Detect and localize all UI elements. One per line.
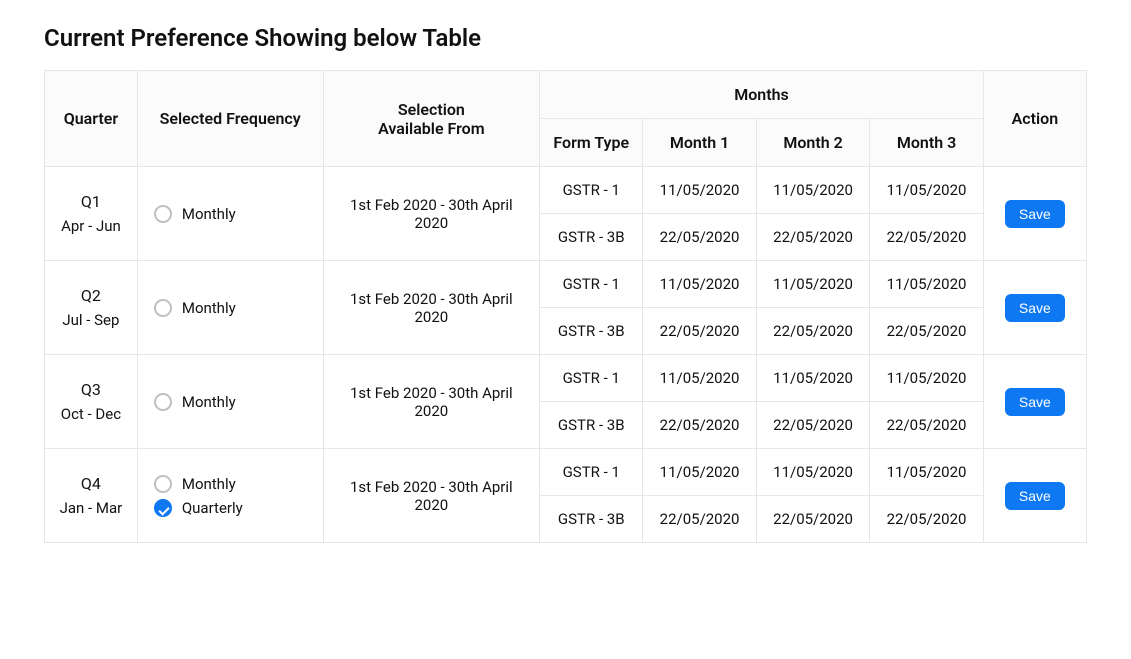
table-row: Q2Jul - SepMonthly1st Feb 2020 - 30th Ap… — [45, 261, 1087, 308]
month-1-cell: 22/05/2020 — [643, 308, 756, 355]
month-1-cell: 11/05/2020 — [643, 449, 756, 496]
selection-cell: 1st Feb 2020 - 30th April 2020 — [323, 261, 540, 355]
month-3-cell: 11/05/2020 — [870, 449, 983, 496]
month-3-cell: 22/05/2020 — [870, 496, 983, 543]
selection-cell: 1st Feb 2020 - 30th April 2020 — [323, 355, 540, 449]
header-selection-available-from: Selection Available From — [323, 71, 540, 167]
selection-cell: 1st Feb 2020 - 30th April 2020 — [323, 449, 540, 543]
month-2-cell: 22/05/2020 — [756, 496, 869, 543]
month-3-cell: 22/05/2020 — [870, 214, 983, 261]
frequency-radio[interactable] — [154, 499, 172, 517]
preference-table: Quarter Selected Frequency Selection Ava… — [44, 70, 1087, 543]
month-3-cell: 22/05/2020 — [870, 308, 983, 355]
form-type-cell: GSTR - 1 — [540, 167, 643, 214]
month-2-cell: 11/05/2020 — [756, 449, 869, 496]
month-3-cell: 11/05/2020 — [870, 167, 983, 214]
frequency-radio[interactable] — [154, 393, 172, 411]
quarter-code: Q2 — [57, 286, 125, 305]
quarter-range: Oct - Dec — [57, 405, 125, 423]
header-selection-line1: Selection — [336, 100, 528, 119]
quarter-code: Q4 — [57, 474, 125, 493]
table-row: Q4Jan - MarMonthlyQuarterly1st Feb 2020 … — [45, 449, 1087, 496]
action-cell: Save — [983, 167, 1086, 261]
save-button[interactable]: Save — [1005, 200, 1065, 228]
header-month-2: Month 2 — [756, 119, 869, 167]
form-type-cell: GSTR - 3B — [540, 308, 643, 355]
header-quarter: Quarter — [45, 71, 138, 167]
header-action: Action — [983, 71, 1086, 167]
save-button[interactable]: Save — [1005, 294, 1065, 322]
form-type-cell: GSTR - 3B — [540, 402, 643, 449]
month-1-cell: 22/05/2020 — [643, 214, 756, 261]
table-row: Q1Apr - JunMonthly1st Feb 2020 - 30th Ap… — [45, 167, 1087, 214]
header-selected-frequency: Selected Frequency — [137, 71, 323, 167]
month-2-cell: 22/05/2020 — [756, 308, 869, 355]
quarter-cell: Q3 Oct - Dec — [45, 355, 138, 449]
quarter-code: Q3 — [57, 380, 125, 399]
month-1-cell: 11/05/2020 — [643, 261, 756, 308]
quarter-range: Jul - Sep — [57, 311, 125, 329]
month-2-cell: 11/05/2020 — [756, 167, 869, 214]
action-cell: Save — [983, 261, 1086, 355]
month-2-cell: 22/05/2020 — [756, 214, 869, 261]
month-3-cell: 11/05/2020 — [870, 261, 983, 308]
form-type-cell: GSTR - 1 — [540, 261, 643, 308]
page-title: Current Preference Showing below Table — [44, 24, 1087, 52]
month-1-cell: 22/05/2020 — [643, 402, 756, 449]
frequency-label: Monthly — [182, 299, 236, 317]
frequency-label: Monthly — [182, 393, 236, 411]
month-1-cell: 11/05/2020 — [643, 355, 756, 402]
frequency-cell: Monthly — [137, 355, 323, 449]
month-2-cell: 11/05/2020 — [756, 261, 869, 308]
frequency-cell: Monthly Quarterly — [137, 449, 323, 543]
frequency-cell: Monthly — [137, 167, 323, 261]
quarter-range: Jan - Mar — [57, 499, 125, 517]
month-3-cell: 22/05/2020 — [870, 402, 983, 449]
frequency-radio[interactable] — [154, 205, 172, 223]
frequency-label: Monthly — [182, 205, 236, 223]
month-3-cell: 11/05/2020 — [870, 355, 983, 402]
quarter-code: Q1 — [57, 192, 125, 211]
frequency-radio[interactable] — [154, 299, 172, 317]
header-months: Months — [540, 71, 984, 119]
header-selection-line2: Available From — [336, 119, 528, 138]
form-type-cell: GSTR - 1 — [540, 449, 643, 496]
form-type-cell: GSTR - 1 — [540, 355, 643, 402]
save-button[interactable]: Save — [1005, 388, 1065, 416]
form-type-cell: GSTR - 3B — [540, 496, 643, 543]
header-form-type: Form Type — [540, 119, 643, 167]
quarter-cell: Q4 Jan - Mar — [45, 449, 138, 543]
month-1-cell: 22/05/2020 — [643, 496, 756, 543]
action-cell: Save — [983, 449, 1086, 543]
table-row: Q3Oct - DecMonthly1st Feb 2020 - 30th Ap… — [45, 355, 1087, 402]
month-2-cell: 11/05/2020 — [756, 355, 869, 402]
frequency-label: Quarterly — [182, 499, 243, 517]
quarter-range: Apr - Jun — [57, 217, 125, 235]
header-month-3: Month 3 — [870, 119, 983, 167]
month-2-cell: 22/05/2020 — [756, 402, 869, 449]
form-type-cell: GSTR - 3B — [540, 214, 643, 261]
selection-cell: 1st Feb 2020 - 30th April 2020 — [323, 167, 540, 261]
quarter-cell: Q2 Jul - Sep — [45, 261, 138, 355]
save-button[interactable]: Save — [1005, 482, 1065, 510]
month-1-cell: 11/05/2020 — [643, 167, 756, 214]
action-cell: Save — [983, 355, 1086, 449]
header-month-1: Month 1 — [643, 119, 756, 167]
frequency-cell: Monthly — [137, 261, 323, 355]
frequency-label: Monthly — [182, 475, 236, 493]
frequency-radio[interactable] — [154, 475, 172, 493]
quarter-cell: Q1 Apr - Jun — [45, 167, 138, 261]
